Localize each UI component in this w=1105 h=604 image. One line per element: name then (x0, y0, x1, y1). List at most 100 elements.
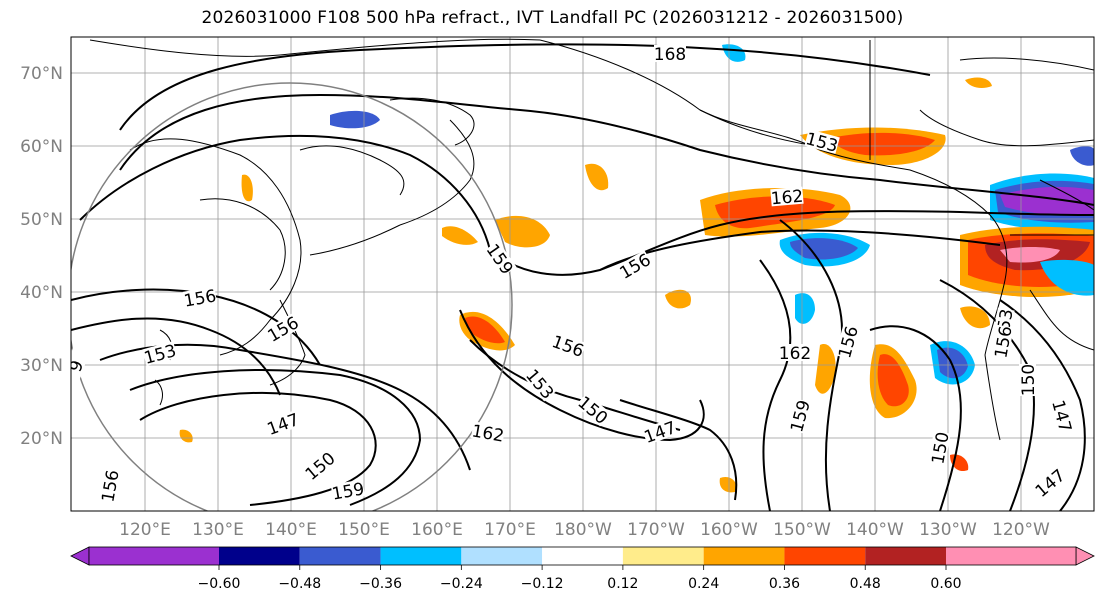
fill-positive (719, 476, 737, 493)
longitude-label: 150°E (338, 520, 390, 540)
contour-label-bg (264, 313, 301, 344)
fill-positive (877, 354, 909, 407)
colorbar: −0.60 −0.48 −0.36 −0.24 −0.12 0.12 0.24 0.36 0.4… (70, 546, 1095, 592)
colorbar-segment (461, 547, 543, 565)
colorbar-extend-min (70, 546, 90, 566)
longitude-label: 180°W (554, 520, 612, 540)
contour-label: 150 (1019, 364, 1039, 396)
fill-positive (465, 316, 505, 344)
fill-positive (495, 215, 550, 248)
longitude-label: 140°E (265, 520, 317, 540)
contour-label-bg (98, 468, 121, 504)
colorbar-segment (865, 547, 946, 565)
colorbar-tick-label: 0.48 (850, 576, 881, 592)
contour-label-bg (182, 286, 218, 309)
contour-label-bg (330, 479, 366, 502)
longitude-label: 170°W (627, 520, 685, 540)
fill-positive (442, 226, 478, 245)
contour-label-bg (804, 129, 840, 154)
fill-positive (965, 77, 992, 88)
fill-negative (1070, 146, 1094, 166)
longitude-label: 160°E (411, 520, 463, 540)
longitude-label: 120°W (992, 520, 1050, 540)
latitude-label: 20°N (20, 429, 63, 449)
contour-label-bg (1019, 364, 1036, 396)
colorbar-frame (88, 546, 1077, 566)
colorbar-extend-max (1075, 546, 1095, 566)
colorbar-segment (703, 547, 785, 565)
colorbar-tick-label: 0.24 (688, 576, 719, 592)
fill-negative (1000, 186, 1094, 216)
fill-negative (1040, 259, 1094, 296)
fill-negative (937, 347, 968, 379)
latitude-label: 40°N (20, 283, 63, 303)
contour-label-bg (787, 398, 812, 434)
longitude-label: 130°E (192, 520, 244, 540)
colorbar-segment (299, 547, 381, 565)
map-title: 2026031000 F108 500 hPa refract., IVT La… (201, 8, 904, 28)
longitude-label: 120°E (119, 520, 171, 540)
contour-label-bg (550, 332, 587, 359)
latitude-label: 60°N (20, 137, 63, 157)
contour-label-bg (616, 250, 653, 281)
contour-label: 162 (770, 187, 804, 210)
fill-positive (665, 289, 691, 309)
colorbar-segment (89, 547, 219, 565)
fill-positive (241, 174, 253, 202)
fill-positive (960, 306, 990, 329)
latitude-label: 70°N (20, 64, 63, 84)
colorbar-tick-label: −0.12 (521, 576, 564, 592)
height-contours (71, 43, 1094, 511)
anomaly-fills (179, 44, 1094, 493)
longitude-labels: 120°E 130°E 140°E 150°E 160°E 170°E 180°W 170°W… (119, 520, 1050, 540)
fill-negative (795, 293, 815, 324)
fill-positive (815, 344, 836, 394)
contour-label-bg (654, 45, 686, 62)
contour-label-bg (641, 418, 678, 445)
contour-label-bg (264, 410, 301, 437)
colorbar-segment (380, 547, 462, 565)
contour-label-bg (470, 421, 506, 444)
contour-label-bg (1031, 465, 1068, 500)
contour-label-bg (779, 344, 811, 361)
colorbar-tick-label: −0.60 (198, 576, 241, 592)
colorbar-tick-label: 0.60 (930, 576, 961, 592)
great-circle-radius (71, 82, 513, 511)
colorbar-segment (946, 547, 1076, 565)
colorbar-tick-label: 0.12 (607, 576, 638, 592)
colorbar-segment (542, 547, 623, 565)
longitude-label: 160°W (700, 520, 758, 540)
fill-positive (585, 163, 609, 191)
contour-label-bg (835, 324, 860, 360)
colorbar-tick-label: −0.24 (440, 576, 483, 592)
map-frame (70, 36, 1095, 512)
colorbar-tick-label: −0.36 (359, 576, 402, 592)
contour-label-bg (301, 448, 338, 483)
fill-negative (330, 110, 380, 129)
longitude-label: 170°E (484, 520, 536, 540)
longitude-label: 150°W (773, 520, 831, 540)
contour-label: 162 (779, 344, 811, 364)
fill-positive (1000, 247, 1060, 263)
longitude-label: 140°W (846, 520, 904, 540)
latitude-label: 50°N (20, 210, 63, 230)
longitude-label: 130°W (919, 520, 977, 540)
latitude-labels: 70°N 60°N 50°N 40°N 30°N 20°N (20, 64, 63, 449)
colorbar-segment (219, 547, 300, 565)
fill-positive (830, 132, 935, 156)
contour-label-bg (991, 324, 1014, 360)
contour-label-bg (770, 186, 804, 207)
contour-label-bg (575, 392, 612, 427)
colorbar-segment (622, 547, 704, 565)
contour-label: 168 (654, 45, 686, 65)
colorbar-tick-label: 0.36 (769, 576, 800, 592)
contour-label-bg (142, 341, 178, 366)
contour-label-bg (523, 365, 558, 402)
contour-label-bg (1050, 398, 1075, 434)
contour-label-bg (484, 240, 517, 277)
fill-positive (179, 429, 193, 443)
colorbar-tick-label: −0.48 (278, 576, 321, 592)
contour-label-bg (71, 347, 89, 384)
colorbar-segment (784, 547, 866, 565)
